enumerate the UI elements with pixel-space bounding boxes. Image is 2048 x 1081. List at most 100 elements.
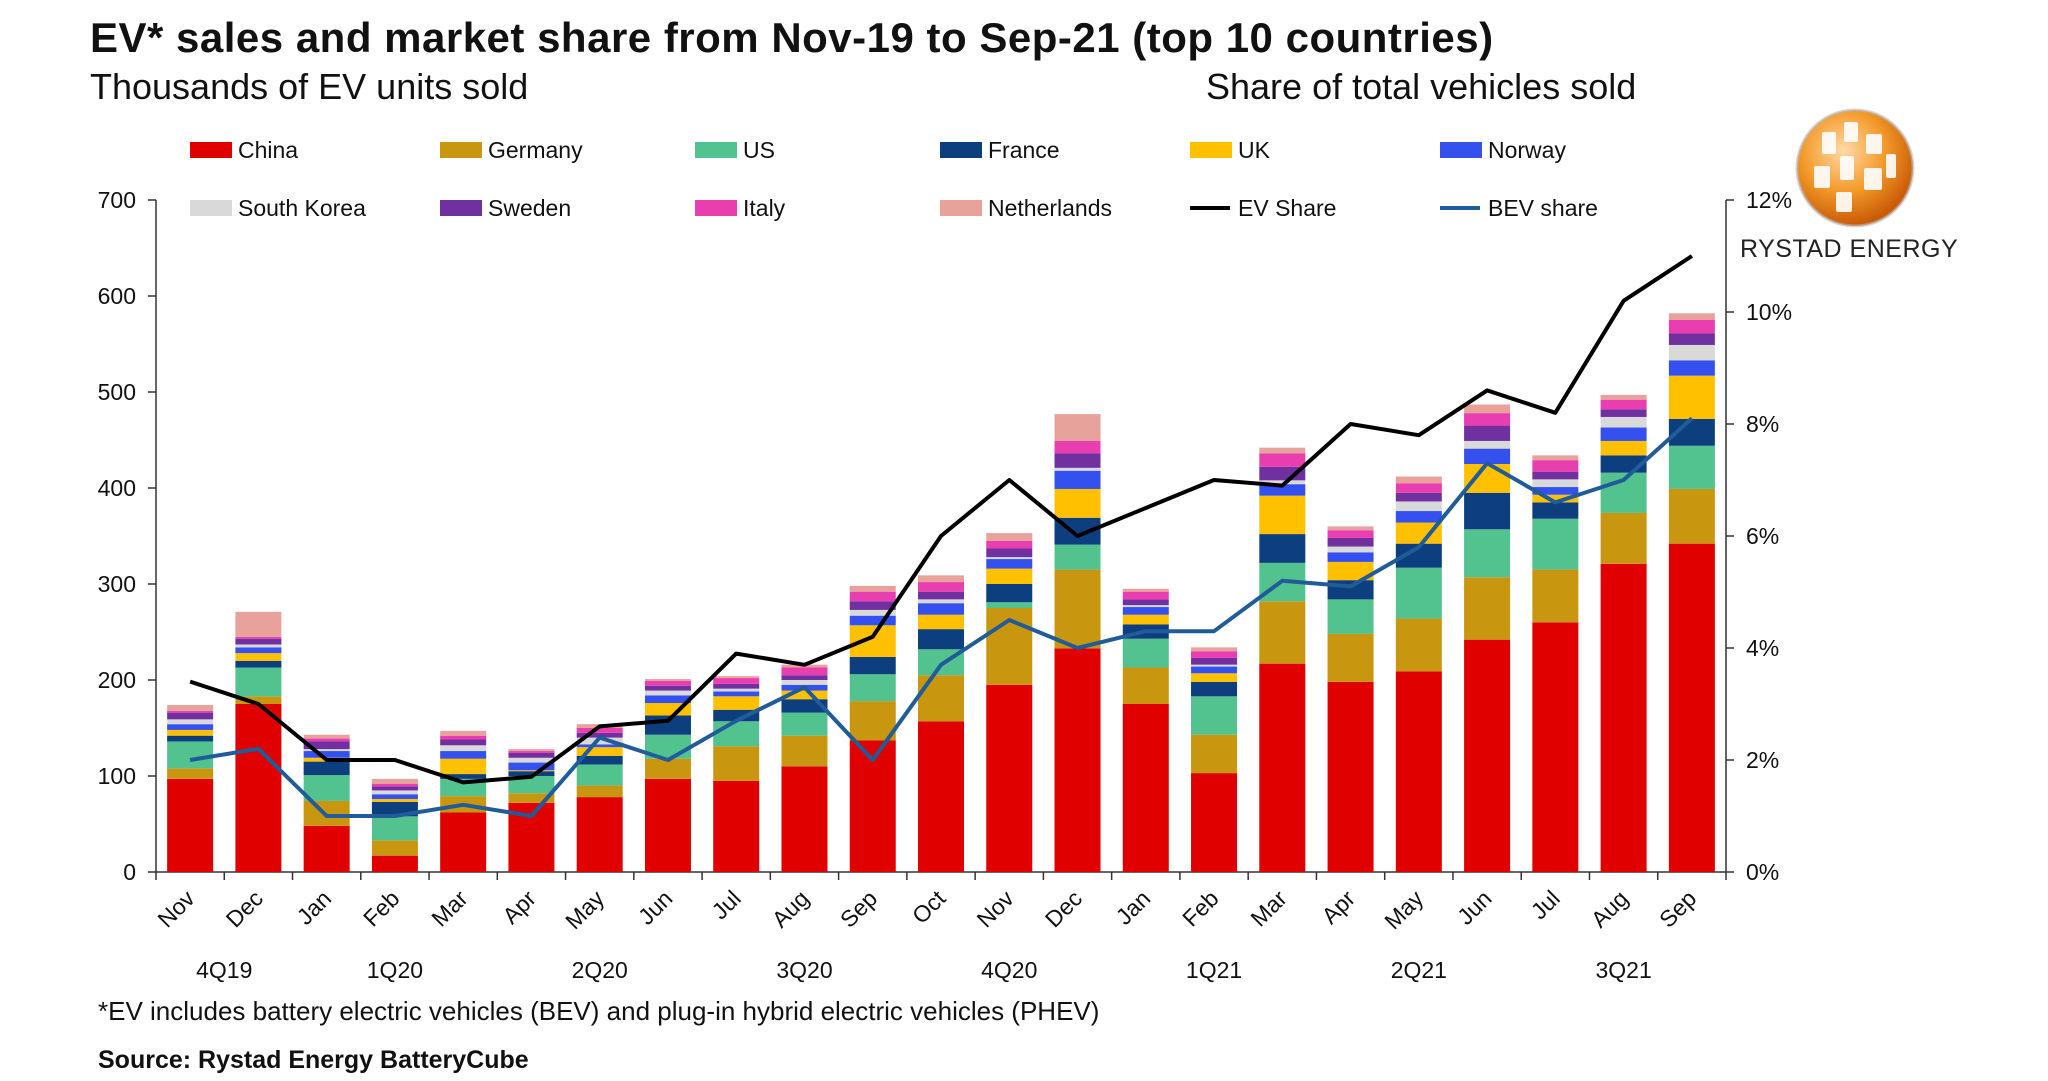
bar-segment-netherlands <box>644 679 691 681</box>
bar-segment-germany <box>918 675 964 722</box>
bar-segment-south-korea <box>986 557 1033 560</box>
bar-segment-china <box>235 704 282 872</box>
x-tick-label: Aug <box>1586 885 1633 932</box>
bar-segment-france <box>303 761 350 776</box>
bar-segment-us <box>713 721 760 747</box>
bar-segment-south-korea <box>1191 664 1238 667</box>
legend-swatch-uk <box>1190 142 1232 158</box>
bar-segment-sweden <box>576 732 623 738</box>
bar-segment-south-korea <box>1532 479 1579 488</box>
bar-segment-china <box>1532 622 1579 872</box>
quarter-label: 4Q19 <box>196 957 252 983</box>
source-note: Source: Rystad Energy BatteryCube <box>98 1046 529 1074</box>
x-tick-label: Oct <box>907 885 951 929</box>
bar-segment-norway <box>1054 470 1101 489</box>
bar-segment-norway <box>1668 360 1715 376</box>
legend-swatch-us <box>695 142 737 158</box>
bar-segment-france <box>1191 681 1238 697</box>
bar-segment-us <box>1668 445 1715 489</box>
legend-label-norway: Norway <box>1488 137 1566 163</box>
bar-segment-uk <box>1191 673 1238 682</box>
left-tick-label: 400 <box>98 475 136 501</box>
right-axis-subtitle: Share of total vehicles sold <box>1206 66 1637 107</box>
bar-segment-france <box>508 771 555 776</box>
bar-segment-sweden <box>986 548 1033 558</box>
bar-segment-italy <box>1532 460 1579 472</box>
bar-segment-germany <box>1054 569 1101 649</box>
bar-segment-italy <box>1122 591 1169 600</box>
bar-segment-netherlands <box>1191 647 1238 652</box>
bar-segment-sweden <box>849 601 896 610</box>
right-tick-label: 4% <box>1746 635 1779 661</box>
x-tick-label: Feb <box>1177 885 1223 931</box>
legend-label-china: China <box>238 137 298 163</box>
legend-swatch-netherlands <box>940 200 982 216</box>
bar-segment-south-korea <box>1327 546 1374 553</box>
bar-segment-uk <box>1122 614 1169 625</box>
bar-segment-italy <box>371 783 418 787</box>
x-tick-label: Apr <box>1316 885 1360 929</box>
bar-segment-italy <box>986 540 1033 549</box>
bar-segment-germany <box>576 785 623 798</box>
bar-segment-china <box>781 766 828 872</box>
bar-segment-uk <box>1054 488 1101 518</box>
rystad-logo-icon <box>1795 108 1915 228</box>
bar-segment-italy <box>1054 440 1101 454</box>
quarter-label: 3Q21 <box>1595 957 1651 983</box>
bar-segment-sweden <box>1532 471 1579 480</box>
quarter-label: 3Q20 <box>776 957 832 983</box>
bar-segment-france <box>1327 580 1374 600</box>
bar-segment-uk <box>1327 561 1374 581</box>
legend-label-germany: Germany <box>488 137 583 163</box>
bar-segment-netherlands <box>371 778 418 784</box>
bar-segment-germany <box>781 735 828 767</box>
bar-segment-sweden <box>1464 425 1511 441</box>
bar-segment-china <box>371 855 418 872</box>
bar-segment-us <box>167 741 214 769</box>
bar-segment-netherlands <box>235 611 282 637</box>
bar-segment-china <box>1327 681 1374 872</box>
bar-segment-netherlands <box>303 734 350 739</box>
bar-segment-italy <box>167 710 214 713</box>
bar-segment-china <box>576 797 623 872</box>
bar-segment-norway <box>986 559 1033 569</box>
bar-segment-france <box>576 755 623 765</box>
bar-segment-china <box>1054 648 1101 872</box>
bar-segment-germany <box>1532 569 1579 623</box>
quarter-label: 1Q20 <box>367 957 423 983</box>
bar-segment-us <box>371 816 418 841</box>
bar-segment-netherlands <box>440 730 487 736</box>
bar-segment-uk <box>713 696 760 710</box>
right-tick-label: 8% <box>1746 411 1779 437</box>
x-tick-label: Dec <box>221 885 268 932</box>
right-tick-label: 10% <box>1746 299 1792 325</box>
legend-label-uk: UK <box>1238 137 1271 163</box>
x-tick-label: Mar <box>1245 885 1292 932</box>
bar-segment-germany <box>1122 667 1169 704</box>
bar-segment-sweden <box>781 675 828 680</box>
bar-segment-italy <box>644 680 691 686</box>
bar-segment-us <box>576 764 623 786</box>
x-tick-label: Mar <box>426 885 473 932</box>
bar-segment-sweden <box>1054 453 1101 468</box>
bar-segment-germany <box>371 840 418 856</box>
legend-label-france: France <box>988 137 1060 163</box>
bar-segment-sweden <box>1191 657 1238 665</box>
legend-label-netherlands: Netherlands <box>988 195 1112 221</box>
bar-segment-netherlands <box>1395 476 1442 484</box>
bar-segment-south-korea <box>576 737 623 745</box>
bar-segment-us <box>986 602 1033 608</box>
bar-segment-norway <box>1327 552 1374 562</box>
x-tick-label: Aug <box>767 885 814 932</box>
bar-segment-germany <box>1191 734 1238 774</box>
bar-segment-italy <box>1327 530 1374 538</box>
bar-segment-italy <box>1668 320 1715 334</box>
bar-segment-china <box>1464 639 1511 872</box>
bar-segment-us <box>508 776 555 794</box>
legend-label-italy: Italy <box>743 195 786 221</box>
bar-segment-norway <box>918 603 964 615</box>
bar-segment-uk <box>235 653 282 661</box>
quarter-label: 2Q20 <box>572 957 628 983</box>
bar-segment-china <box>849 740 896 872</box>
x-tick-label: Sep <box>1654 885 1701 932</box>
